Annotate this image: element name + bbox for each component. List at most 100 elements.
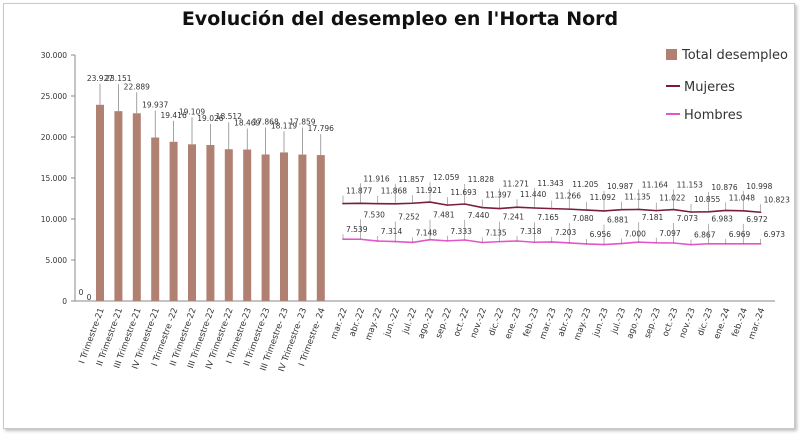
data-label-mujeres: 11.205 xyxy=(572,180,598,189)
y-tick-label: 10.000 xyxy=(41,215,67,224)
data-label-hombres: 7.165 xyxy=(537,213,559,222)
bar xyxy=(224,149,233,301)
bar xyxy=(169,141,178,301)
bar-value-label: 17.859 xyxy=(289,118,315,127)
data-label-hombres: 7.181 xyxy=(642,213,664,222)
legend-label-mujeres: Mujeres xyxy=(684,80,735,95)
legend-label-total: Total desempleo xyxy=(682,48,788,63)
data-label-mujeres: 11.693 xyxy=(450,188,476,197)
bar xyxy=(114,111,123,301)
data-label-mujeres: 11.092 xyxy=(590,193,616,202)
x-tick-label: jul.-22 xyxy=(401,307,420,336)
data-label-hombres: 6.881 xyxy=(607,216,629,225)
data-label-hombres: 7.481 xyxy=(433,211,455,220)
y-tick-label: 25.000 xyxy=(41,92,67,101)
data-label-mujeres: 11.916 xyxy=(363,174,389,183)
bar-value-label: 0 xyxy=(79,288,84,297)
data-label-hombres: 7.135 xyxy=(485,228,507,237)
data-label-mujeres: 11.022 xyxy=(659,194,685,203)
x-tick-label: may.-23 xyxy=(572,307,593,342)
x-tick-label: abr.-22 xyxy=(348,307,368,339)
data-label-hombres: 6.973 xyxy=(764,230,786,239)
data-label-mujeres: 11.153 xyxy=(677,181,703,190)
data-label-mujeres: 11.440 xyxy=(520,190,546,199)
bar-value-label: 18.469 xyxy=(234,119,260,128)
bar xyxy=(206,144,215,301)
bar-value-label: 18.512 xyxy=(216,112,242,121)
data-label-mujeres: 11.857 xyxy=(398,175,424,184)
legend-item-hombres: Hombres xyxy=(666,108,742,123)
x-tick-label: mar.-24 xyxy=(747,307,768,341)
x-tick-label: mar.-23 xyxy=(538,307,559,341)
y-tick-label: 20.000 xyxy=(41,133,67,142)
bar xyxy=(188,144,196,301)
data-label-hombres: 7.539 xyxy=(346,225,368,234)
data-label-mujeres: 10.823 xyxy=(764,195,790,204)
data-label-hombres: 7.333 xyxy=(450,227,472,236)
data-label-mujeres: 10.876 xyxy=(711,183,737,192)
data-label-mujeres: 11.048 xyxy=(729,193,755,202)
x-tick-label: jun.-23 xyxy=(591,307,611,339)
bar-value-label: 17.796 xyxy=(308,124,334,133)
y-tick-label: 5.000 xyxy=(46,256,68,265)
bar-value-label: 23.927 xyxy=(87,74,113,83)
data-label-hombres: 7.203 xyxy=(555,228,577,237)
data-label-mujeres: 11.397 xyxy=(485,191,511,200)
data-label-mujeres: 11.877 xyxy=(346,187,372,196)
legend-swatch-mujeres xyxy=(666,85,680,87)
data-label-mujeres: 12.059 xyxy=(433,173,459,182)
data-label-hombres: 7.530 xyxy=(363,210,385,219)
bar-value-label: 18.119 xyxy=(271,121,297,130)
data-label-hombres: 7.148 xyxy=(416,228,438,237)
x-tick-label: dic.-22 xyxy=(487,307,506,338)
data-label-hombres: 7.252 xyxy=(398,213,420,222)
x-tick-label: dic.-23 xyxy=(696,307,715,338)
data-label-mujeres: 10.998 xyxy=(746,182,772,191)
x-tick-label: mar.-22 xyxy=(329,307,350,341)
bar-value-label: 19.026 xyxy=(197,114,223,123)
data-label-hombres: 6.867 xyxy=(694,231,716,240)
y-tick-label: 15.000 xyxy=(41,174,67,183)
legend-item-total: Total desempleo xyxy=(666,48,788,63)
x-tick-label: nov.-23 xyxy=(678,307,698,340)
x-tick-label: jun.-22 xyxy=(382,307,402,339)
bar-value-label: 19.109 xyxy=(179,107,205,116)
data-label-mujeres: 11.266 xyxy=(555,192,581,201)
y-tick-label: 0 xyxy=(62,297,67,306)
data-label-hombres: 7.314 xyxy=(381,227,403,236)
x-tick-label: jul.-23 xyxy=(609,307,628,336)
bar xyxy=(261,154,270,301)
legend-item-mujeres: Mujeres xyxy=(666,80,735,95)
data-label-hombres: 6.972 xyxy=(746,215,768,224)
bar xyxy=(151,137,160,301)
x-tick-label: may.-22 xyxy=(364,307,385,342)
data-label-hombres: 6.969 xyxy=(729,230,751,239)
data-label-mujeres: 11.164 xyxy=(642,180,668,189)
x-tick-label: feb.-23 xyxy=(521,307,541,339)
x-tick-label: abr.-23 xyxy=(556,307,576,339)
y-tick-label: 30.000 xyxy=(41,51,67,60)
bar-value-label: 0 xyxy=(87,293,92,302)
data-label-hombres: 7.073 xyxy=(677,214,699,223)
data-label-mujeres: 10.987 xyxy=(607,182,633,191)
data-label-mujeres: 11.828 xyxy=(468,175,494,184)
bar xyxy=(243,149,252,301)
data-label-mujeres: 11.868 xyxy=(381,187,407,196)
data-label-hombres: 7.440 xyxy=(468,211,490,220)
chart-title: Evolución del desempleo en l'Horta Nord xyxy=(181,8,619,30)
bar-value-label: 19.937 xyxy=(142,101,168,110)
x-tick-label: nov.-22 xyxy=(469,307,489,340)
x-tick-label: oct.-23 xyxy=(661,307,681,338)
data-label-mujeres: 11.135 xyxy=(624,193,650,202)
x-tick-label: feb.-24 xyxy=(730,307,750,339)
data-label-hombres: 6.956 xyxy=(590,230,612,239)
data-label-mujeres: 11.921 xyxy=(416,186,442,195)
bar xyxy=(96,104,104,301)
data-label-mujeres: 10.855 xyxy=(694,195,720,204)
legend-swatch-total xyxy=(666,49,677,60)
data-label-hombres: 7.097 xyxy=(659,229,681,238)
data-label-hombres: 7.080 xyxy=(572,214,594,223)
bar xyxy=(132,113,141,301)
legend-label-hombres: Hombres xyxy=(684,108,743,123)
